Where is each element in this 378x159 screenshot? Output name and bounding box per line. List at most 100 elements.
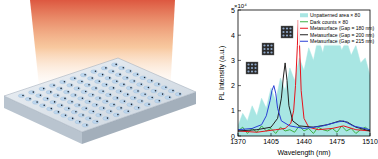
hole <box>99 81 101 83</box>
hole <box>64 81 66 83</box>
disk <box>60 97 66 101</box>
hole <box>144 93 146 95</box>
disk <box>81 90 87 94</box>
hole <box>89 117 91 119</box>
disk <box>137 100 143 104</box>
x-tick-label: 1405 <box>263 138 279 145</box>
hole <box>89 101 91 103</box>
y-multiplier: ×10⁴ <box>234 3 247 9</box>
hole <box>123 67 125 69</box>
disk <box>88 93 94 97</box>
legend: Unpatterned area × 80Dark counts × 80Met… <box>298 11 374 46</box>
inset-mode <box>251 67 253 69</box>
disk <box>39 87 45 91</box>
figure: 13701405144014751510012345Wavelength (nm… <box>0 0 378 159</box>
hole <box>68 108 70 110</box>
inset-mode <box>247 67 249 69</box>
hole <box>117 97 119 99</box>
disk <box>25 97 31 101</box>
disk <box>115 73 121 77</box>
x-tick-label: 1440 <box>296 138 312 145</box>
hole <box>151 80 153 82</box>
disk <box>82 124 88 128</box>
hole <box>117 114 119 116</box>
hole <box>165 87 167 89</box>
hole <box>96 104 98 106</box>
hole <box>51 108 53 110</box>
inset-mode <box>247 70 249 72</box>
hole <box>148 87 150 89</box>
inset-mode <box>254 70 256 72</box>
illustration <box>4 0 196 144</box>
disk <box>105 76 111 80</box>
hole <box>60 88 62 90</box>
y-tick-label: 0 <box>231 133 235 140</box>
disk <box>120 100 126 104</box>
legend-swatch <box>300 28 308 29</box>
hole <box>141 83 143 85</box>
hole <box>40 95 42 97</box>
hole <box>65 114 67 116</box>
hole <box>100 114 102 116</box>
disk <box>74 87 80 91</box>
legend-label: Metasurface (Gap = 180 nm) <box>310 25 374 31</box>
hole <box>43 105 45 107</box>
disk <box>60 80 66 84</box>
inset-mode <box>286 31 288 33</box>
hole <box>72 118 74 120</box>
hole <box>137 90 139 92</box>
disk <box>109 103 115 107</box>
hole <box>61 104 63 106</box>
inset-mode <box>263 51 265 53</box>
disk <box>133 73 139 77</box>
inset-mode <box>251 70 253 72</box>
hole <box>91 77 93 79</box>
hole <box>84 74 86 76</box>
disk <box>168 89 174 93</box>
disk <box>68 117 74 121</box>
disk <box>78 114 84 118</box>
disk <box>147 79 153 83</box>
inset-mode <box>270 48 272 50</box>
hole <box>126 77 128 79</box>
hole <box>106 84 108 86</box>
disk <box>106 110 112 114</box>
hole <box>75 94 77 96</box>
disk <box>154 83 160 87</box>
legend-swatch <box>300 13 308 17</box>
hole <box>78 104 80 106</box>
hole <box>179 93 181 95</box>
disk <box>96 113 102 117</box>
hole <box>67 91 69 93</box>
hole <box>78 87 80 89</box>
hole <box>151 97 153 99</box>
hole <box>93 111 95 113</box>
x-tick <box>304 133 305 136</box>
hole <box>134 97 136 99</box>
hole <box>74 77 76 79</box>
hole <box>75 111 77 113</box>
disk <box>101 66 107 70</box>
disk <box>126 86 132 90</box>
disk <box>40 104 46 108</box>
disk <box>46 90 52 94</box>
disk <box>91 87 97 91</box>
inset <box>246 62 258 74</box>
disk <box>165 96 171 100</box>
disk <box>53 94 59 98</box>
line <box>238 63 370 131</box>
hole <box>33 91 35 93</box>
inset-mode <box>251 63 253 65</box>
disk <box>98 90 104 94</box>
inset-mode <box>282 31 284 33</box>
disk <box>161 86 167 90</box>
disk <box>71 110 77 114</box>
hole <box>130 87 132 89</box>
hole <box>105 67 107 69</box>
hole <box>53 84 55 86</box>
hole <box>113 87 115 89</box>
disk <box>80 73 86 77</box>
hole <box>79 121 81 123</box>
inset-mode <box>286 34 288 36</box>
disk <box>127 103 133 107</box>
